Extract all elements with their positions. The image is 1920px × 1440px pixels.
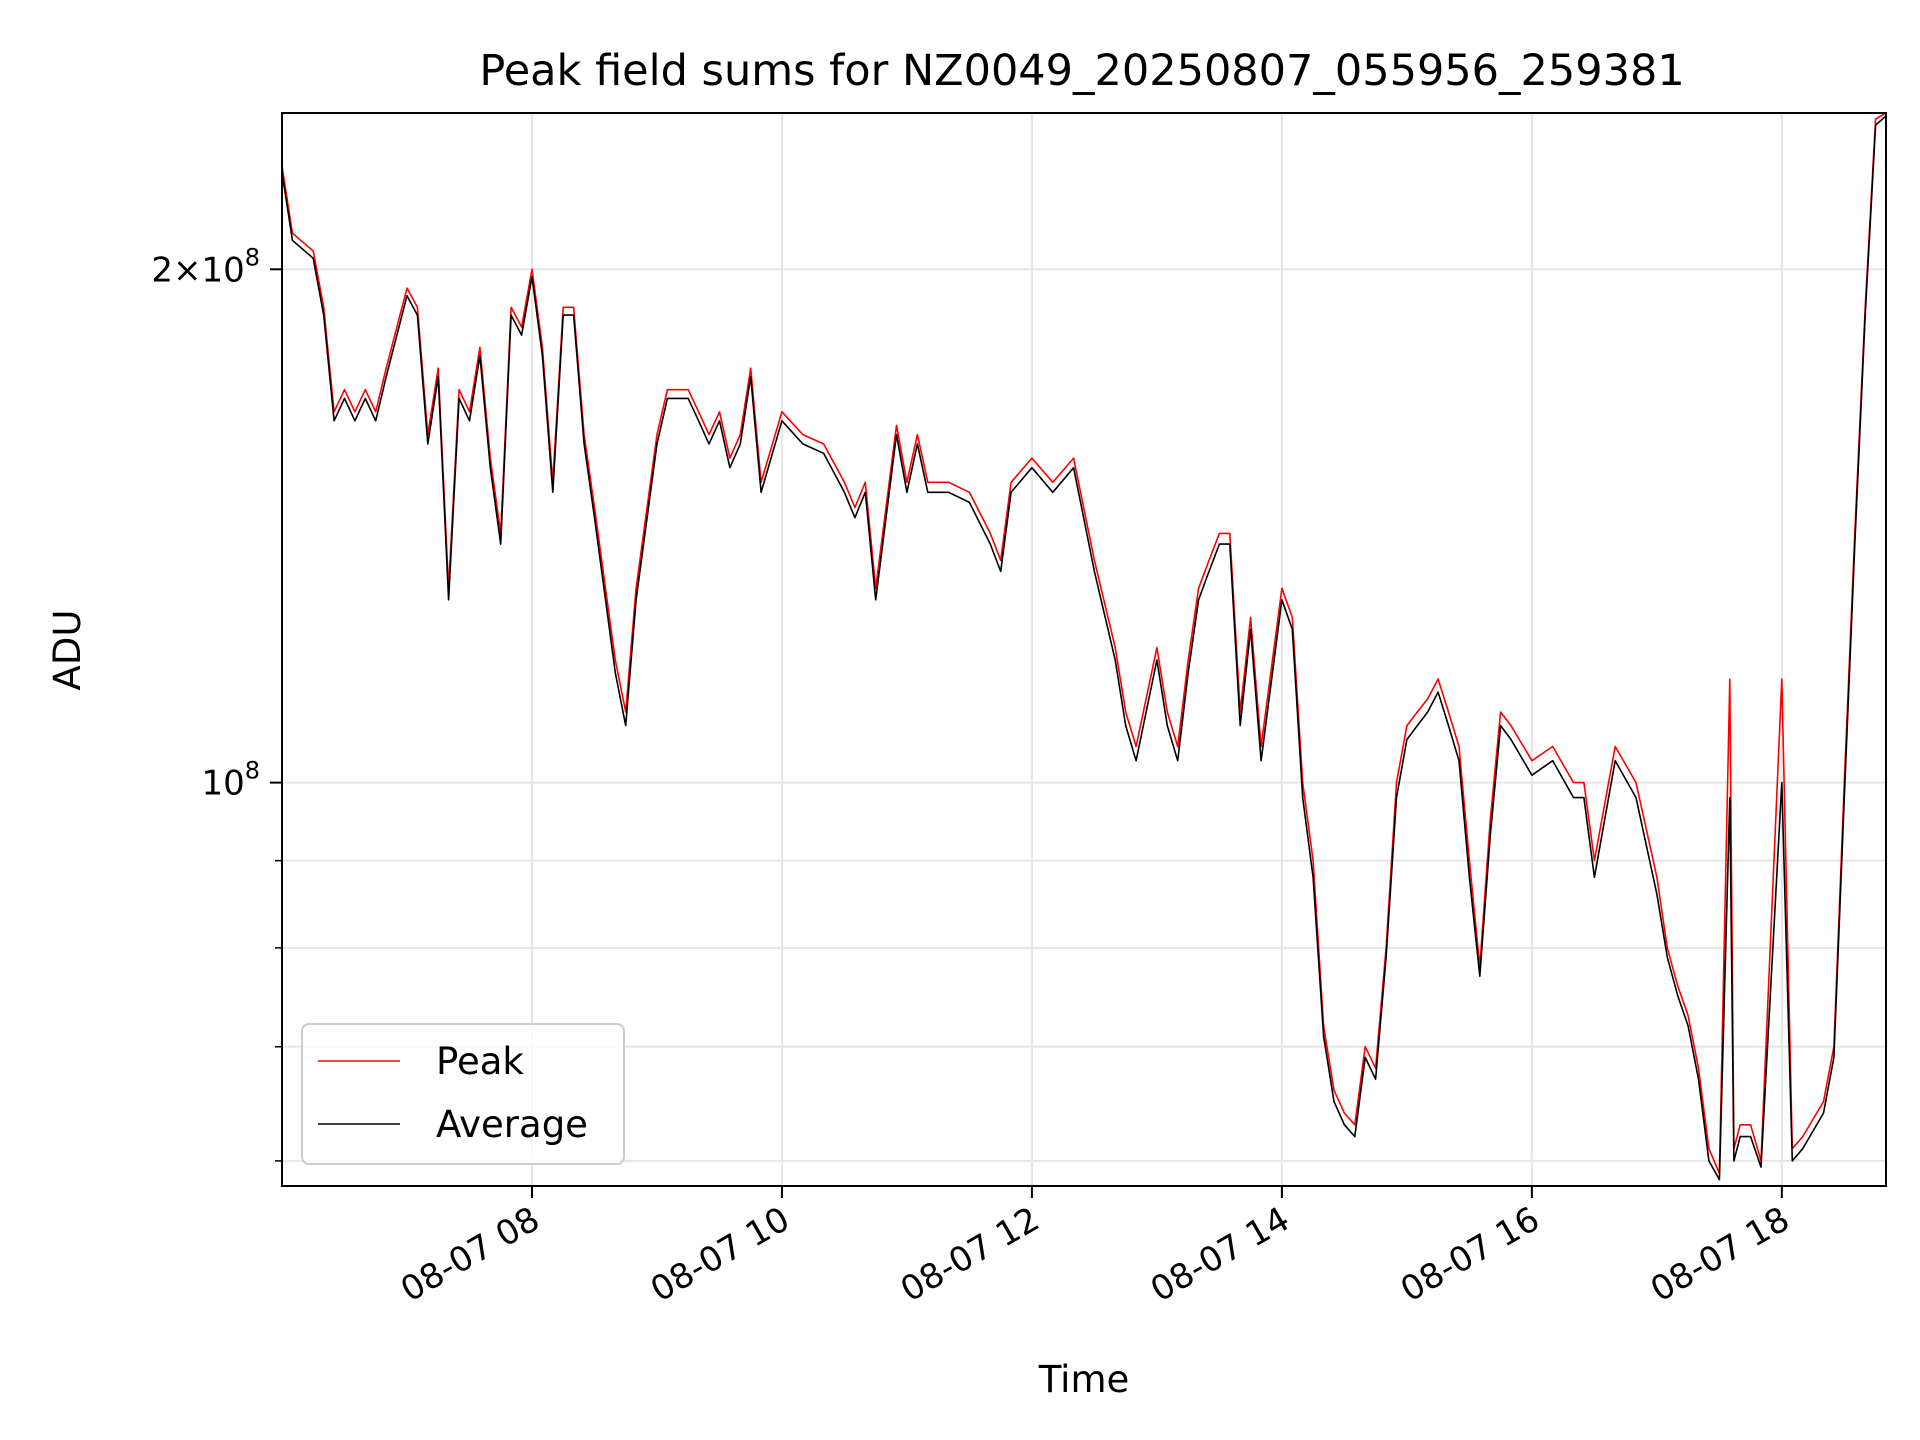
series-line-peak <box>281 112 1887 1175</box>
y-axis-label: ADU <box>46 610 89 691</box>
legend-box <box>301 1023 625 1165</box>
series-lines <box>281 112 1887 1181</box>
y-tick-label: 2×108 <box>151 243 260 290</box>
series-line-average <box>281 115 1887 1181</box>
chart-title: Peak field sums for NZ0049_20250807_0559… <box>479 46 1684 96</box>
x-axis-label: Time <box>1038 1358 1130 1401</box>
legend-label-peak: Peak <box>436 1040 524 1083</box>
legend: Peak Average <box>301 1023 625 1165</box>
plot-area <box>282 113 1886 1186</box>
legend-label-average: Average <box>436 1103 588 1146</box>
plot-frame <box>281 112 1887 1187</box>
grid <box>282 113 1886 1186</box>
